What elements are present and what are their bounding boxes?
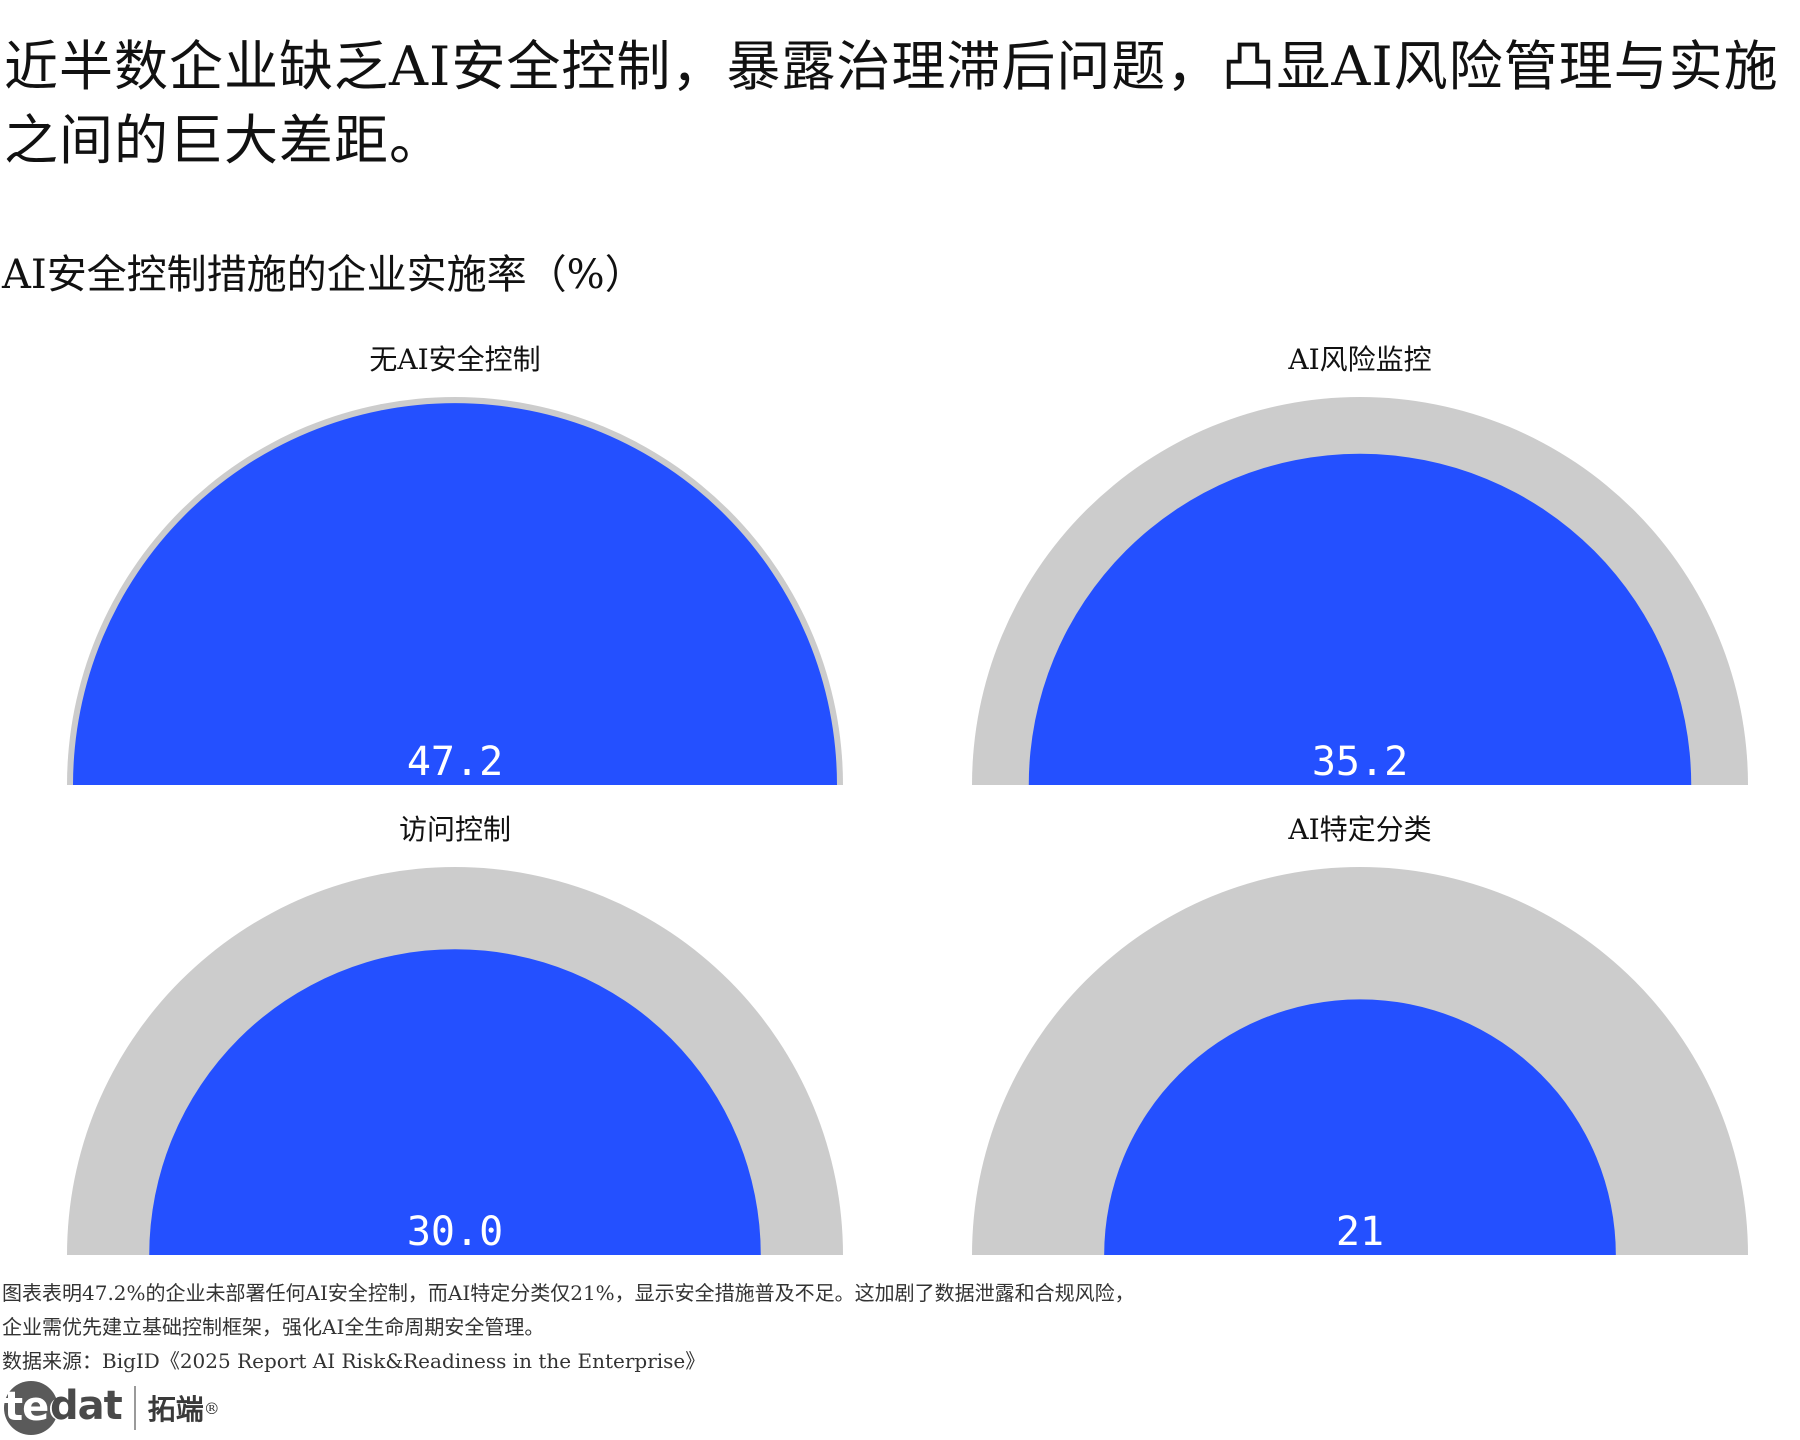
footer-source: 数据来源：BigID《2025 Report AI Risk&Readiness…: [2, 1349, 706, 1373]
footer-note-line-2: 企业需优先建立基础控制框架，强化AI全生命周期安全管理。: [2, 1315, 545, 1339]
gauge-label: AI风险监控: [1287, 343, 1431, 376]
gauge-3: 访问控制 30.0: [67, 813, 843, 1255]
logo-suffix: dat: [50, 1383, 123, 1429]
gauge-label: 访问控制: [399, 813, 511, 846]
headline: 近半数企业缺乏AI安全控制，暴露治理滞后问题，凸显AI风险管理与实施之间的巨大差…: [4, 35, 1779, 172]
logo-chinese: 拓端: [147, 1393, 204, 1426]
gauge-value-label: 35.2: [1312, 739, 1408, 785]
gauge-value-fill: [1028, 453, 1692, 785]
brand-logo: tecdat 拓端 ®: [4, 1378, 220, 1438]
gauge-2: AI风险监控 35.2: [972, 343, 1748, 785]
gauge-value-fill: [149, 949, 761, 1255]
logo-registered: ®: [203, 1398, 220, 1418]
gauge-value-label: 30.0: [407, 1209, 503, 1255]
gauge-value-label: 21: [1336, 1209, 1384, 1255]
gauge-value-label: 47.2: [407, 739, 503, 785]
gauge-4: AI特定分类 21: [972, 813, 1748, 1255]
gauge-label: 无AI安全控制: [369, 343, 540, 376]
chart-footer: 图表表明47.2%的企业未部署任何AI安全控制，而AI特定分类仅21%，显示安全…: [2, 1276, 1602, 1378]
gauge-chart: 无AI安全控制 47.2 AI风险监控 35.2 访问控制 30.0 AI特定分类 21: [67, 343, 1748, 1255]
gauge-value-fill: [1104, 999, 1616, 1255]
gauge-1: 无AI安全控制 47.2: [67, 343, 843, 785]
logo-wordmark: tecdat: [4, 1381, 123, 1435]
gauge-label: AI特定分类: [1287, 813, 1431, 846]
footer-note-line-1: 图表表明47.2%的企业未部署任何AI安全控制，而AI特定分类仅21%，显示安全…: [2, 1281, 1135, 1305]
logo-divider: [133, 1386, 136, 1430]
gauge-value-fill: [73, 403, 837, 785]
chart-subtitle: AI安全控制措施的企业实施率（%）: [2, 252, 645, 298]
